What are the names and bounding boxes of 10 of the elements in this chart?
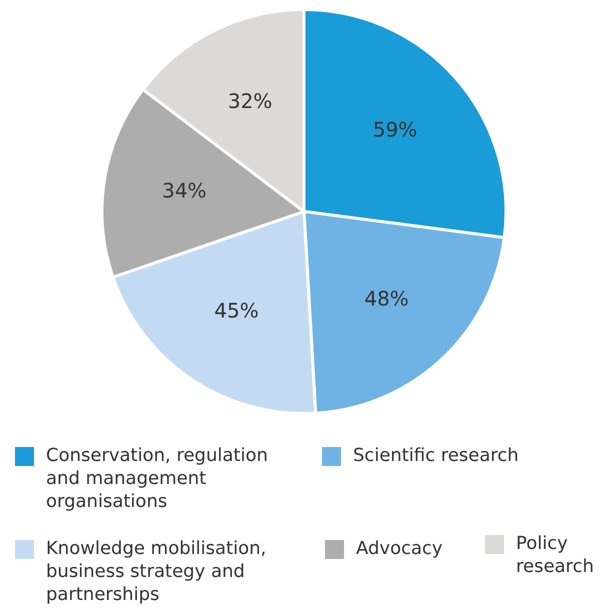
data-label: 32% [228, 89, 272, 114]
legend-label: Policy research [516, 532, 595, 578]
legend-label: Scientific research [353, 444, 519, 467]
data-label: 45% [214, 298, 259, 322]
legend-label: Advocacy [356, 537, 443, 560]
legend-label: Knowledge mobilisation, business strategy and partnerships [46, 537, 268, 606]
data-label: 59% [372, 118, 418, 142]
data-label: 34% [162, 178, 207, 203]
legend-label: Conservation, regulation and management organisations [46, 444, 269, 513]
data-label: 48% [364, 286, 409, 310]
